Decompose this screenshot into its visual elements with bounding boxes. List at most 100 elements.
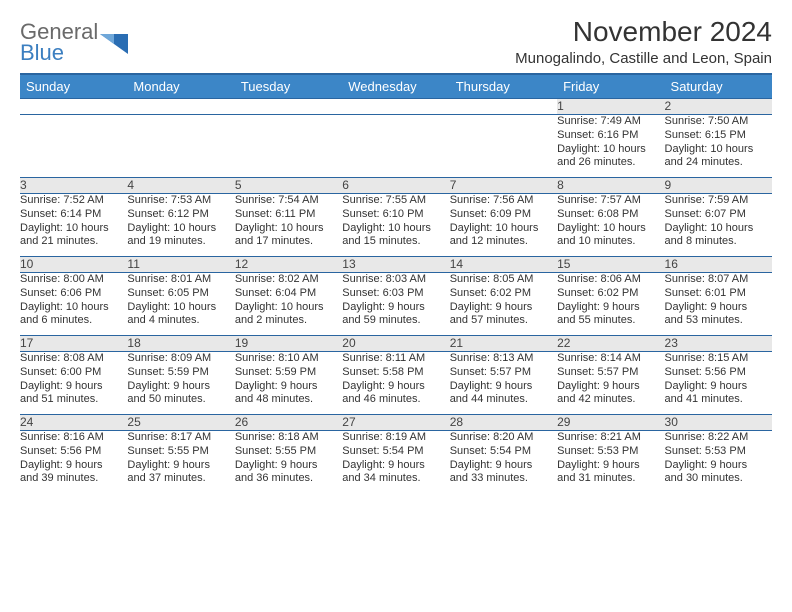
sunrise-text: Sunrise: 8:13 AM	[450, 352, 557, 366]
day-number-cell: 12	[235, 257, 342, 273]
daylight-text-1: Daylight: 9 hours	[235, 380, 342, 394]
sunrise-text: Sunrise: 7:52 AM	[20, 194, 127, 208]
day-detail-cell: Sunrise: 8:00 AMSunset: 6:06 PMDaylight:…	[20, 273, 127, 336]
sunrise-text: Sunrise: 8:06 AM	[557, 273, 664, 287]
day-detail-cell: Sunrise: 8:21 AMSunset: 5:53 PMDaylight:…	[557, 431, 664, 494]
sunrise-text: Sunrise: 8:10 AM	[235, 352, 342, 366]
day-detail-cell: Sunrise: 8:19 AMSunset: 5:54 PMDaylight:…	[342, 431, 449, 494]
daylight-text-1: Daylight: 9 hours	[342, 301, 449, 315]
sunrise-text: Sunrise: 8:00 AM	[20, 273, 127, 287]
day-detail-cell	[20, 115, 127, 178]
day-detail-cell	[235, 115, 342, 178]
daylight-text-1: Daylight: 9 hours	[557, 380, 664, 394]
sunset-text: Sunset: 6:16 PM	[557, 129, 664, 143]
day-number-cell: 30	[665, 415, 772, 431]
daylight-text-2: and 10 minutes.	[557, 235, 664, 249]
sunrise-text: Sunrise: 7:50 AM	[665, 115, 772, 129]
daylight-text-2: and 12 minutes.	[450, 235, 557, 249]
sunset-text: Sunset: 6:06 PM	[20, 287, 127, 301]
daylight-text-1: Daylight: 9 hours	[235, 459, 342, 473]
page-title: November 2024	[515, 16, 772, 48]
day-detail-cell: Sunrise: 8:18 AMSunset: 5:55 PMDaylight:…	[235, 431, 342, 494]
daylight-text-1: Daylight: 9 hours	[127, 380, 234, 394]
sunrise-text: Sunrise: 7:54 AM	[235, 194, 342, 208]
daylight-text-2: and 4 minutes.	[127, 314, 234, 328]
day-detail-cell: Sunrise: 7:55 AMSunset: 6:10 PMDaylight:…	[342, 194, 449, 257]
sunset-text: Sunset: 6:11 PM	[235, 208, 342, 222]
sunset-text: Sunset: 5:54 PM	[450, 445, 557, 459]
sunset-text: Sunset: 6:02 PM	[557, 287, 664, 301]
daylight-text-1: Daylight: 9 hours	[20, 380, 127, 394]
sunrise-text: Sunrise: 8:05 AM	[450, 273, 557, 287]
day-number-row: 17181920212223	[20, 336, 772, 352]
daylight-text-2: and 39 minutes.	[20, 472, 127, 486]
day-number-cell	[342, 99, 449, 115]
sunrise-text: Sunrise: 8:08 AM	[20, 352, 127, 366]
sunset-text: Sunset: 5:53 PM	[665, 445, 772, 459]
brand-logo: General Blue	[20, 16, 130, 64]
weekday-header: Tuesday	[235, 74, 342, 99]
daylight-text-1: Daylight: 9 hours	[557, 301, 664, 315]
day-number-cell	[20, 99, 127, 115]
daylight-text-1: Daylight: 10 hours	[127, 222, 234, 236]
sunset-text: Sunset: 5:53 PM	[557, 445, 664, 459]
day-detail-cell: Sunrise: 7:57 AMSunset: 6:08 PMDaylight:…	[557, 194, 664, 257]
day-detail-cell: Sunrise: 8:22 AMSunset: 5:53 PMDaylight:…	[665, 431, 772, 494]
daylight-text-1: Daylight: 10 hours	[450, 222, 557, 236]
daylight-text-2: and 44 minutes.	[450, 393, 557, 407]
day-number-cell: 20	[342, 336, 449, 352]
daylight-text-2: and 57 minutes.	[450, 314, 557, 328]
sunrise-text: Sunrise: 8:01 AM	[127, 273, 234, 287]
day-number-cell: 1	[557, 99, 664, 115]
sunrise-text: Sunrise: 7:49 AM	[557, 115, 664, 129]
day-detail-row: Sunrise: 8:00 AMSunset: 6:06 PM Daylight:…	[20, 273, 772, 336]
sunrise-text: Sunrise: 8:21 AM	[557, 431, 664, 445]
day-number-row: 24252627282930	[20, 415, 772, 431]
sunset-text: Sunset: 5:55 PM	[235, 445, 342, 459]
day-number-cell: 14	[450, 257, 557, 273]
day-number-cell	[127, 99, 234, 115]
daylight-text-2: and 41 minutes.	[665, 393, 772, 407]
day-number-cell: 18	[127, 336, 234, 352]
sunset-text: Sunset: 6:14 PM	[20, 208, 127, 222]
day-number-cell: 5	[235, 178, 342, 194]
day-number-cell: 29	[557, 415, 664, 431]
day-number-cell	[235, 99, 342, 115]
sunset-text: Sunset: 5:56 PM	[665, 366, 772, 380]
day-detail-cell: Sunrise: 8:14 AMSunset: 5:57 PMDaylight:…	[557, 352, 664, 415]
daylight-text-1: Daylight: 10 hours	[342, 222, 449, 236]
day-detail-cell	[450, 115, 557, 178]
brand-triangle-icon	[100, 30, 130, 56]
sunrise-text: Sunrise: 7:56 AM	[450, 194, 557, 208]
daylight-text-1: Daylight: 9 hours	[450, 301, 557, 315]
daylight-text-1: Daylight: 9 hours	[450, 459, 557, 473]
daylight-text-2: and 2 minutes.	[235, 314, 342, 328]
day-detail-cell: Sunrise: 7:49 AMSunset: 6:16 PMDaylight:…	[557, 115, 664, 178]
day-number-cell	[450, 99, 557, 115]
day-detail-cell: Sunrise: 7:59 AMSunset: 6:07 PMDaylight:…	[665, 194, 772, 257]
weekday-header: Monday	[127, 74, 234, 99]
day-detail-cell: Sunrise: 7:52 AMSunset: 6:14 PMDaylight:…	[20, 194, 127, 257]
daylight-text-1: Daylight: 9 hours	[665, 301, 772, 315]
daylight-text-2: and 55 minutes.	[557, 314, 664, 328]
daylight-text-2: and 34 minutes.	[342, 472, 449, 486]
daylight-text-1: Daylight: 10 hours	[20, 222, 127, 236]
day-detail-cell: Sunrise: 8:11 AMSunset: 5:58 PMDaylight:…	[342, 352, 449, 415]
day-number-cell: 22	[557, 336, 664, 352]
daylight-text-1: Daylight: 9 hours	[450, 380, 557, 394]
sunrise-text: Sunrise: 8:14 AM	[557, 352, 664, 366]
daylight-text-1: Daylight: 9 hours	[342, 459, 449, 473]
day-number-cell: 28	[450, 415, 557, 431]
sunset-text: Sunset: 6:04 PM	[235, 287, 342, 301]
day-detail-row: Sunrise: 8:16 AMSunset: 5:56 PMDaylight:…	[20, 431, 772, 494]
day-detail-cell: Sunrise: 8:02 AMSunset: 6:04 PMDaylight:…	[235, 273, 342, 336]
sunrise-text: Sunrise: 8:02 AM	[235, 273, 342, 287]
weekday-header: Sunday	[20, 74, 127, 99]
daylight-text-2: and 6 minutes.	[20, 314, 127, 328]
day-detail-cell: Sunrise: 8:03 AMSunset: 6:03 PMDaylight:…	[342, 273, 449, 336]
sunrise-text: Sunrise: 7:55 AM	[342, 194, 449, 208]
daylight-text-2: and 59 minutes.	[342, 314, 449, 328]
sunset-text: Sunset: 6:00 PM	[20, 366, 127, 380]
day-number-row: 3456789	[20, 178, 772, 194]
day-number-row: 12	[20, 99, 772, 115]
